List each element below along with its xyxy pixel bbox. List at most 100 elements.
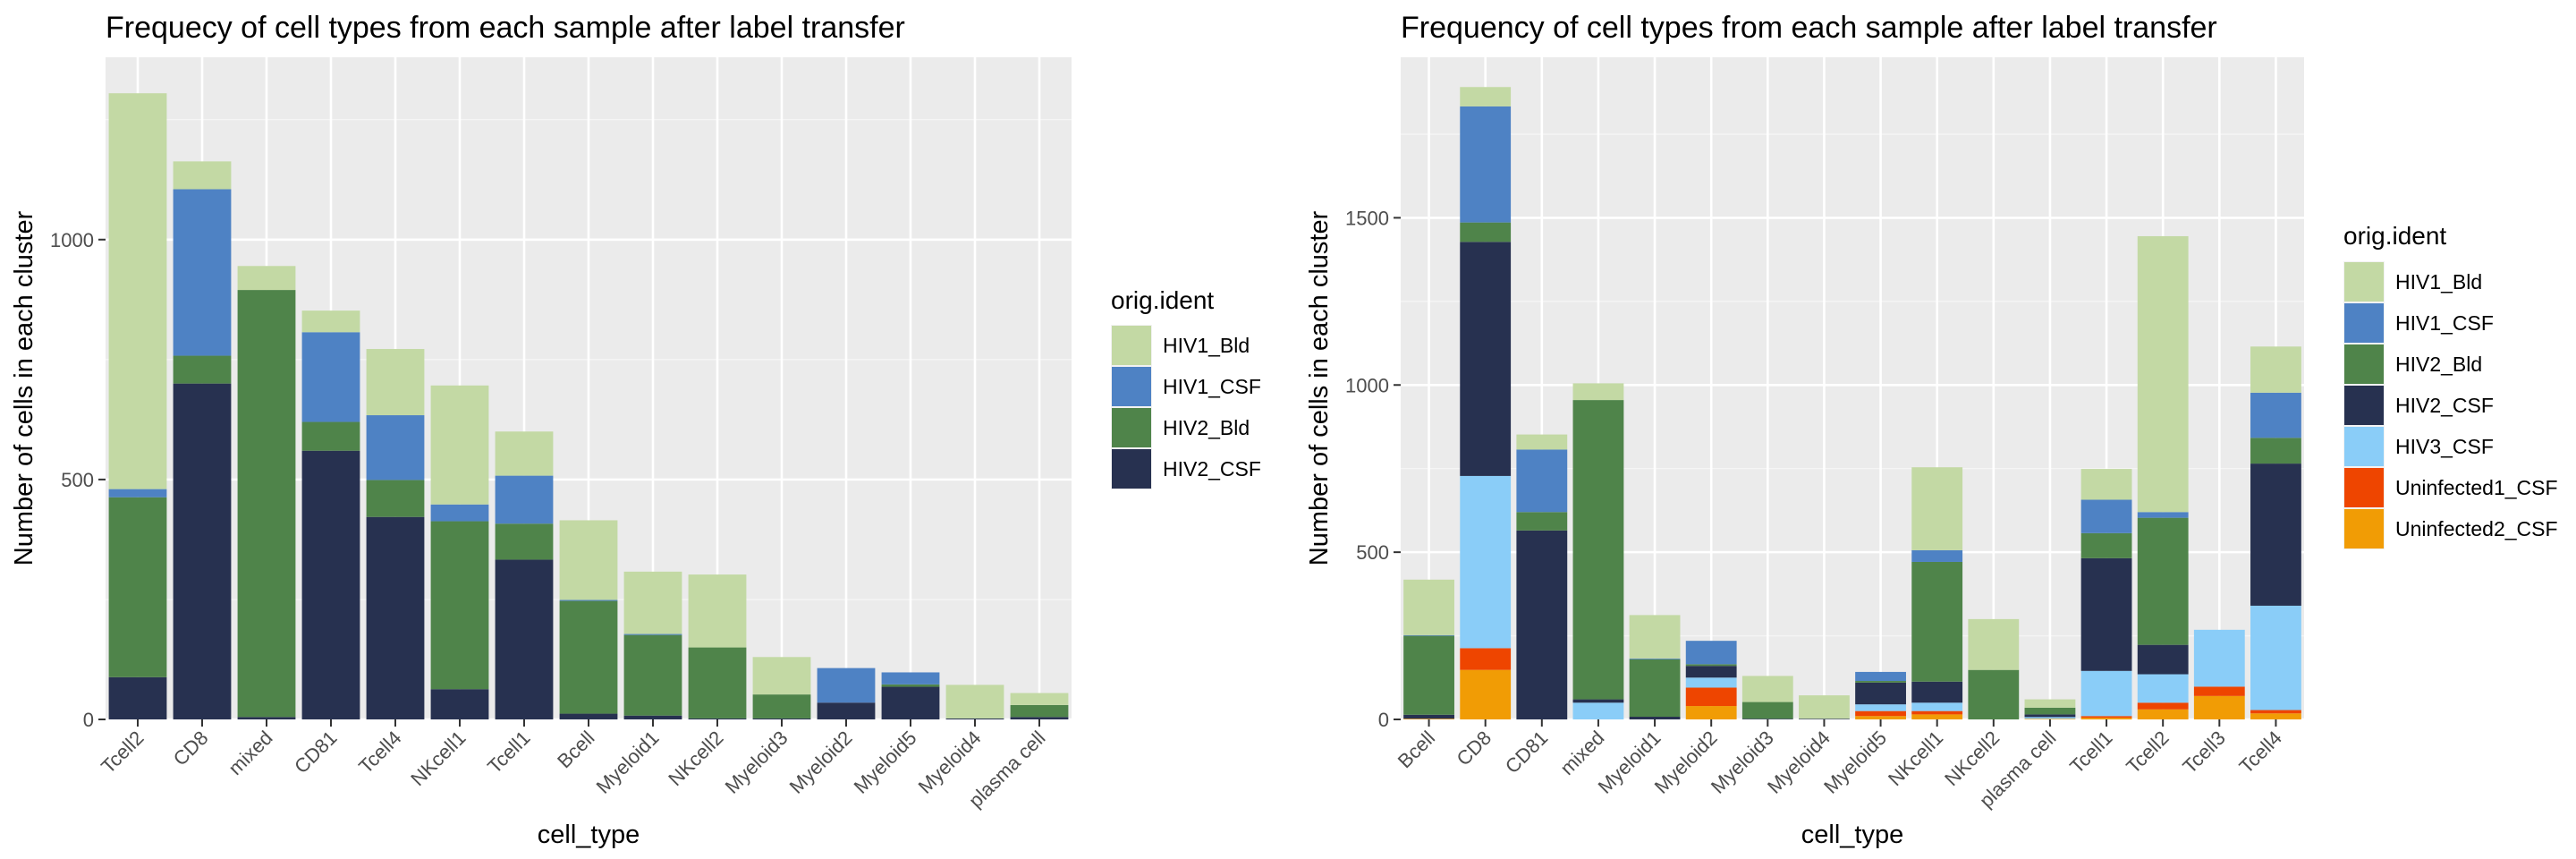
bar-segment-uninfected2-csf bbox=[1685, 706, 1737, 719]
bar-segment-hiv2-csf bbox=[559, 713, 618, 719]
y-axis-title: Number of cells in each cluster bbox=[1305, 210, 1334, 566]
bar-segment-uninfected1-csf bbox=[2080, 716, 2132, 719]
bar-nkcell1 bbox=[430, 385, 489, 719]
bar-segment-hiv2-bld bbox=[559, 600, 618, 714]
y-axis-title: Number of cells in each cluster bbox=[10, 210, 38, 566]
legend-swatch bbox=[2344, 262, 2384, 302]
bar-segment-hiv1-csf bbox=[1685, 641, 1737, 665]
legend-swatch bbox=[2344, 468, 2384, 507]
legend-item-hiv3-csf: HIV3_CSF bbox=[2343, 426, 2494, 467]
bar-segment-hiv1-csf bbox=[301, 332, 360, 422]
bar-segment-hiv3-csf bbox=[1685, 677, 1737, 688]
bar-segment-hiv2-bld bbox=[881, 684, 940, 687]
bar-segment-hiv2-csf bbox=[623, 715, 682, 719]
bar-segment-hiv2-bld bbox=[1685, 664, 1737, 667]
bar-segment-uninfected2-csf bbox=[2137, 709, 2189, 719]
chart-title: Frequecy of cell types from each sample … bbox=[106, 11, 905, 45]
bar-myeloid4 bbox=[945, 685, 1004, 719]
bar-segment-hiv2-bld bbox=[301, 421, 360, 451]
bar-segment-hiv1-bld bbox=[1572, 383, 1624, 401]
bar-segment-hiv2-csf bbox=[495, 559, 554, 719]
bar-segment-hiv2-csf bbox=[1403, 714, 1454, 719]
legend-item-hiv2-bld: HIV2_Bld bbox=[2343, 344, 2482, 385]
bar-segment-hiv2-bld bbox=[688, 647, 747, 719]
bar-mixed bbox=[1572, 383, 1624, 719]
bar-segment-hiv1-csf bbox=[2080, 499, 2132, 533]
x-tick-label-tcell4: Tcell4 bbox=[354, 727, 405, 778]
bars bbox=[1403, 87, 2301, 719]
bar-plasma-cell bbox=[2024, 699, 2076, 719]
legend-swatch bbox=[2344, 427, 2384, 466]
bar-segment-hiv2-csf bbox=[108, 676, 167, 719]
x-tick-label-myeloid3: Myeloid3 bbox=[721, 727, 792, 798]
legend-swatch bbox=[1112, 408, 1151, 447]
bar-segment-hiv1-csf bbox=[173, 189, 232, 356]
bar-segment-hiv2-csf bbox=[301, 450, 360, 719]
bar-myeloid4 bbox=[1799, 695, 1850, 719]
bar-segment-hiv3-csf bbox=[2193, 629, 2245, 687]
bar-segment-uninfected2-csf bbox=[1855, 716, 1906, 719]
legend-item-uninfected1-csf: Uninfected1_CSF bbox=[2343, 467, 2558, 508]
bar-segment-hiv2-csf bbox=[1010, 717, 1069, 719]
bar-segment-hiv1-bld bbox=[623, 571, 682, 634]
bar-segment-hiv1-bld bbox=[1516, 434, 1568, 450]
bar-segment-uninfected1-csf bbox=[2137, 702, 2189, 710]
x-tick-label-myeloid5: Myeloid5 bbox=[850, 727, 921, 798]
bar-myeloid1 bbox=[1629, 615, 1681, 719]
bar-mixed bbox=[237, 266, 296, 719]
bar-segment-hiv1-csf bbox=[430, 504, 489, 522]
legend-label: HIV1_CSF bbox=[2395, 311, 2494, 335]
bar-segment-hiv2-bld bbox=[623, 634, 682, 716]
legend: orig.ident HIV1_Bld HIV1_CSF HIV2_Bld HIV2_C… bbox=[2343, 222, 2558, 549]
x-tick-label-nkcell2: NKcell2 bbox=[664, 727, 727, 790]
bar-segment-hiv2-csf bbox=[1572, 699, 1624, 703]
bar-segment-hiv1-bld bbox=[2080, 469, 2132, 500]
bar-cd81 bbox=[301, 310, 360, 719]
bar-segment-hiv2-csf bbox=[1911, 681, 1963, 703]
x-tick-label-tcell3: Tcell3 bbox=[2178, 727, 2229, 778]
bar-myeloid5 bbox=[1855, 671, 1906, 719]
y-axis: 0 500 1000 1500 bbox=[1345, 207, 1401, 731]
bar-segment-uninfected1-csf bbox=[1685, 687, 1737, 707]
legend-label: Uninfected2_CSF bbox=[2395, 517, 2558, 540]
x-tick-label-bcell: Bcell bbox=[1394, 727, 1439, 772]
legend-item-hiv2-bld: HIV2_Bld bbox=[1111, 407, 1250, 448]
bar-cd81 bbox=[1516, 434, 1568, 719]
x-tick-label-bcell: Bcell bbox=[553, 727, 598, 772]
x-tick-label-cd81: CD81 bbox=[1501, 727, 1552, 778]
bar-segment-hiv1-bld bbox=[559, 520, 618, 600]
bar-segment-hiv1-bld bbox=[173, 161, 232, 190]
bar-segment-hiv2-csf bbox=[2024, 714, 2076, 718]
legend-swatch bbox=[2344, 509, 2384, 549]
bar-myeloid5 bbox=[881, 672, 940, 719]
x-tick-label-nkcell1: NKcell1 bbox=[1884, 727, 1947, 790]
x-tick-label-mixed: mixed bbox=[1555, 727, 1608, 779]
x-tick-label-mixed: mixed bbox=[224, 727, 276, 779]
bars bbox=[108, 93, 1069, 719]
legend-item-hiv1-csf: HIV1_CSF bbox=[2343, 302, 2494, 344]
x-axis: Bcell CD8 CD81 mixedMyeloid1Myeloid2Myeloid… bbox=[1394, 719, 2286, 812]
legend-item-hiv2-csf: HIV2_CSF bbox=[1111, 448, 1261, 489]
bar-segment-hiv2-bld bbox=[1460, 222, 1512, 242]
bar-segment-hiv2-bld bbox=[1572, 400, 1624, 700]
bar-tcell2 bbox=[108, 93, 167, 719]
bar-segment-hiv1-bld bbox=[430, 385, 489, 505]
legend-item-hiv1-bld: HIV1_Bld bbox=[1111, 325, 1250, 366]
bar-segment-hiv1-bld bbox=[2250, 346, 2301, 393]
bar-segment-hiv2-bld bbox=[108, 497, 167, 677]
x-axis-title: cell_type bbox=[538, 821, 640, 849]
bar-segment-hiv2-csf bbox=[2250, 464, 2301, 606]
bar-segment-hiv1-bld bbox=[1741, 676, 1793, 702]
bar-segment-uninfected2-csf bbox=[2193, 695, 2245, 719]
bar-tcell4 bbox=[2250, 346, 2301, 719]
bar-segment-hiv2-bld bbox=[1629, 659, 1681, 718]
x-tick-label-tcell2: Tcell2 bbox=[97, 727, 148, 778]
bar-nkcell2 bbox=[688, 574, 747, 719]
bar-segment-hiv1-bld bbox=[688, 574, 747, 648]
chart-panel-left: Frequecy of cell types from each sample … bbox=[10, 11, 1261, 849]
bar-segment-uninfected2-csf bbox=[1460, 669, 1512, 719]
bar-segment-hiv1-bld bbox=[366, 349, 425, 416]
legend-item-uninfected2-csf: Uninfected2_CSF bbox=[2343, 508, 2558, 549]
y-axis: 0 500 1000 bbox=[50, 229, 106, 731]
